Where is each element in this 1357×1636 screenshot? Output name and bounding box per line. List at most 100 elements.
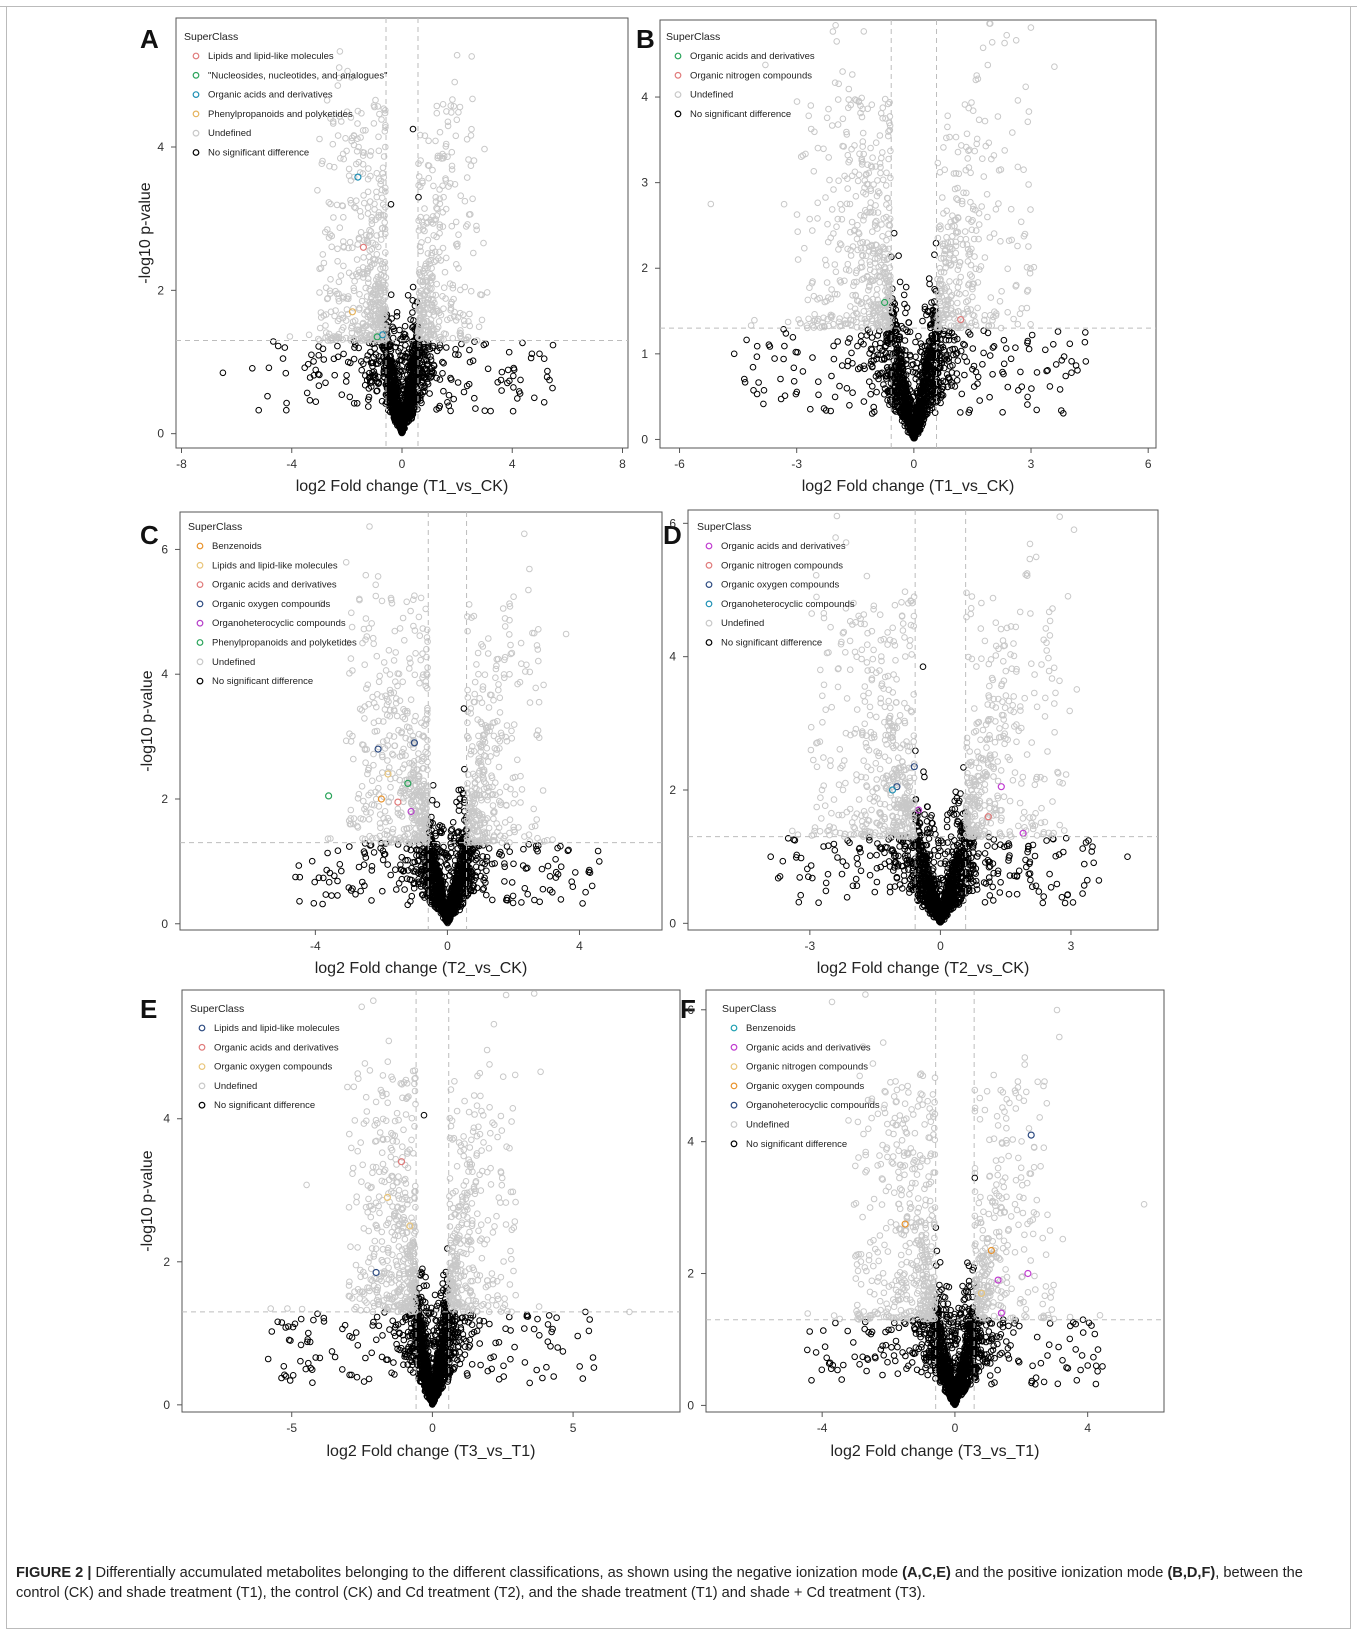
nonsig-point <box>844 339 852 346</box>
undefined-point <box>825 294 832 301</box>
nonsig-point <box>487 407 494 415</box>
undefined-point <box>361 237 368 244</box>
undefined-point <box>850 227 858 235</box>
undefined-point <box>1023 288 1031 295</box>
nonsig-point <box>400 397 408 404</box>
undefined-point <box>973 140 981 148</box>
undefined-point <box>340 214 347 221</box>
undefined-point <box>979 155 986 162</box>
undefined-point <box>335 290 342 298</box>
undefined-point <box>1022 83 1029 91</box>
undefined-point <box>998 288 1005 295</box>
nonsig-point <box>828 372 835 380</box>
undefined-point <box>966 271 974 278</box>
nonsig-point <box>497 376 505 384</box>
nonsig-point <box>815 391 822 399</box>
nonsig-point <box>966 406 974 414</box>
data-point <box>409 125 417 133</box>
undefined-point <box>853 278 860 286</box>
frame-border-top <box>0 6 1357 7</box>
legend-label: Undefined <box>208 128 251 139</box>
nonsig-point <box>902 283 910 291</box>
undefined-point <box>944 112 952 120</box>
undefined-point <box>368 261 376 268</box>
undefined-point <box>940 210 947 217</box>
nonsig-point <box>884 396 891 404</box>
undefined-point <box>434 154 442 162</box>
undefined-point <box>378 186 386 194</box>
nonsig-point <box>989 344 997 351</box>
undefined-point <box>795 316 802 323</box>
undefined-point <box>937 302 944 310</box>
nonsig-point <box>963 358 971 365</box>
nonsig-point <box>498 368 506 376</box>
undefined-point <box>866 283 873 291</box>
undefined-point <box>934 321 942 328</box>
undefined-point <box>845 96 853 103</box>
undefined-point <box>400 706 407 713</box>
nonsig-point <box>822 407 830 414</box>
nonsig-point <box>1082 358 1090 365</box>
x-tick-label: -4 <box>286 457 297 471</box>
nonsig-point <box>1007 355 1015 363</box>
undefined-point <box>936 169 944 176</box>
nonsig-point <box>504 379 511 387</box>
nonsig-point <box>931 409 939 417</box>
nonsig-point <box>869 383 876 390</box>
undefined-point <box>373 251 381 258</box>
nonsig-point <box>1058 357 1066 364</box>
undefined-point <box>866 266 874 274</box>
undefined-point <box>869 154 876 161</box>
nonsig-point <box>1068 369 1075 377</box>
nonsig-point <box>406 362 414 370</box>
undefined-point <box>355 327 362 334</box>
highlighted-point <box>880 298 889 307</box>
nonsig-point <box>413 852 420 859</box>
nonsig-point <box>854 342 861 350</box>
nonsig-point <box>867 345 875 353</box>
undefined-point <box>818 323 826 330</box>
undefined-point <box>464 221 471 228</box>
undefined-point <box>953 195 960 202</box>
undefined-point <box>361 661 369 669</box>
undefined-point <box>824 220 831 228</box>
nonsig-point <box>912 375 920 383</box>
undefined-point <box>870 277 877 285</box>
undefined-point <box>974 304 981 312</box>
undefined-point <box>952 133 960 141</box>
nonsig-point <box>928 363 935 371</box>
nonsig-point <box>790 364 798 372</box>
nonsig-point <box>283 399 290 407</box>
undefined-point <box>962 166 970 174</box>
undefined-point <box>970 280 978 288</box>
nonsig-point <box>834 338 842 345</box>
nonsig-point <box>905 419 913 426</box>
undefined-point <box>336 48 344 55</box>
undefined-point <box>415 173 423 180</box>
nonsig-point <box>913 389 921 397</box>
undefined-point <box>835 177 842 184</box>
undefined-point <box>855 297 863 305</box>
undefined-point <box>997 238 1004 245</box>
undefined-point <box>399 765 407 772</box>
nonsig-point <box>781 392 789 400</box>
nonsig-point <box>418 399 425 407</box>
undefined-point <box>431 216 438 224</box>
undefined-point <box>874 188 882 195</box>
nonsig-point <box>937 399 944 407</box>
nonsig-point <box>904 328 911 336</box>
undefined-point <box>375 147 383 155</box>
nonsig-point <box>255 406 263 414</box>
x-axis-title: log2 Fold change (T1_vs_CK) <box>802 478 1015 495</box>
undefined-point <box>983 191 991 198</box>
undefined-point <box>975 221 983 228</box>
legend-title: SuperClass <box>666 31 720 43</box>
undefined-point <box>493 656 501 663</box>
nonsig-point <box>411 373 418 380</box>
undefined-point <box>979 44 987 52</box>
undefined-point <box>824 315 832 323</box>
undefined-point <box>1009 129 1016 136</box>
undefined-point <box>966 248 974 255</box>
undefined-point <box>860 308 868 315</box>
undefined-point <box>342 135 349 142</box>
